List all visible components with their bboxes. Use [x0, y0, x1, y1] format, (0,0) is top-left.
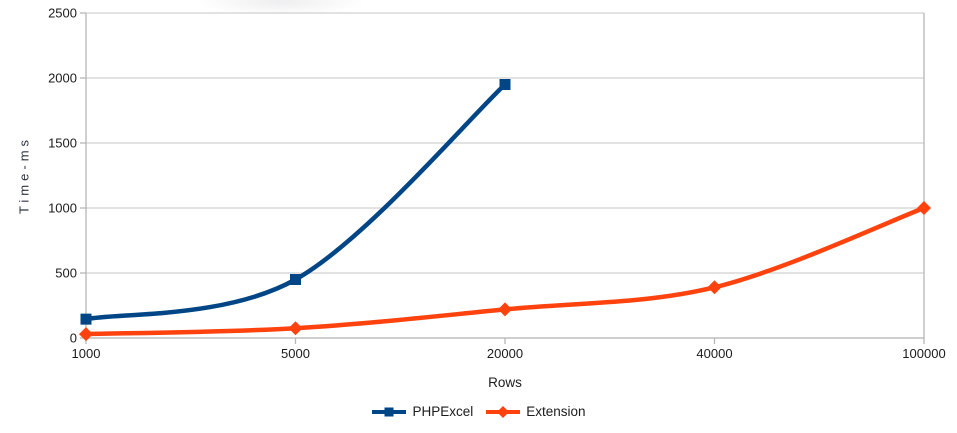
data-point-marker-diamond [79, 327, 93, 342]
y-tick-label: 2500 [48, 6, 77, 21]
legend-label-extension: Extension [526, 404, 586, 419]
y-tick-label: 500 [55, 266, 77, 281]
y-tick-label: 2000 [48, 71, 77, 86]
data-point-marker-square [290, 274, 301, 285]
x-tick-label: 20000 [487, 346, 523, 361]
y-tick-label: 1500 [48, 136, 77, 151]
x-tick-label: 100000 [902, 346, 945, 361]
y-axis-title: Time-ms [16, 135, 32, 215]
legend-item-phpexcel: PHPExcel [371, 404, 473, 419]
data-point-marker-diamond [498, 302, 512, 317]
data-point-marker-diamond [707, 280, 722, 295]
data-point-marker-square [80, 313, 92, 325]
line-diamond-marker-icon [485, 405, 521, 419]
data-point-marker-diamond [917, 201, 931, 215]
data-point-marker-diamond [288, 321, 303, 336]
legend-label-phpexcel: PHPExcel [412, 404, 474, 419]
legend: PHPExcel Extension [0, 404, 957, 419]
data-point-marker-diamond [497, 405, 510, 418]
series-line-phpexcel [83, 82, 508, 322]
line-square-marker-icon [371, 405, 407, 419]
legend-item-extension: Extension [485, 404, 586, 419]
data-point-marker-square [499, 79, 511, 90]
y-tick-label: 1000 [48, 201, 77, 216]
x-tick-label: 5000 [281, 346, 310, 361]
x-tick-label: 40000 [696, 346, 732, 361]
x-tick-label: 1000 [72, 346, 101, 361]
x-axis-title: Rows [488, 375, 522, 390]
data-point-marker-square [384, 407, 394, 416]
y-tick-label: 0 [70, 331, 77, 346]
